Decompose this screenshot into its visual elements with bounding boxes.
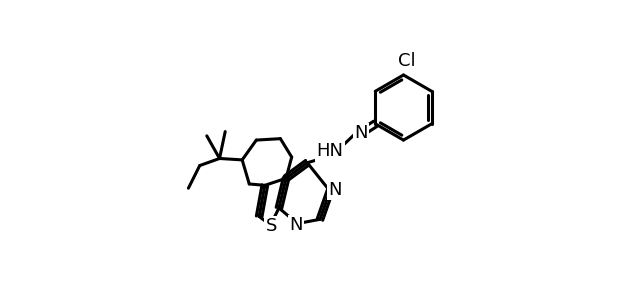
- Text: HN: HN: [316, 142, 344, 160]
- Text: S: S: [266, 217, 277, 235]
- Text: Cl: Cl: [398, 52, 416, 70]
- Text: N: N: [355, 124, 368, 142]
- Text: N: N: [328, 181, 342, 199]
- Text: N: N: [289, 216, 303, 234]
